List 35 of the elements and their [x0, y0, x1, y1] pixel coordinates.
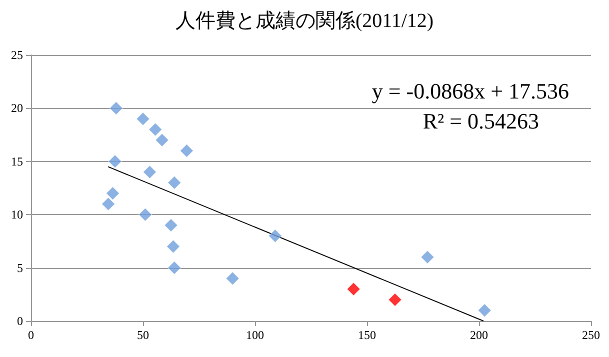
y-tick-label: 0: [17, 314, 23, 328]
point: [148, 122, 162, 136]
x-tick-label: 250: [582, 328, 600, 342]
y-tick-label: 25: [11, 48, 23, 62]
x-tick-label: 200: [470, 328, 488, 342]
chart-title: 人件費と成績の関係(2011/12): [175, 10, 434, 32]
point: [136, 112, 150, 126]
point: [138, 208, 152, 222]
x-tick-label: 150: [358, 328, 376, 342]
point: [109, 101, 123, 115]
x-tick-label: 100: [246, 328, 264, 342]
point: [346, 282, 360, 296]
point: [226, 272, 240, 286]
point: [180, 144, 194, 158]
x-tick-label: 0: [28, 328, 34, 342]
y-tick-label: 15: [11, 154, 23, 168]
point: [108, 154, 122, 168]
point: [164, 218, 178, 232]
annotation: R² = 0.54263: [422, 108, 540, 134]
point: [102, 197, 116, 211]
annotation: y = -0.0868x + 17.536: [372, 78, 569, 104]
point: [166, 240, 180, 254]
y-tick-label: 5: [17, 260, 23, 275]
point: [478, 304, 492, 318]
point: [420, 250, 434, 264]
point: [168, 176, 182, 190]
point: [268, 229, 282, 243]
y-tick-label: 10: [11, 208, 23, 222]
point: [168, 261, 182, 275]
point: [388, 292, 402, 306]
point: [142, 165, 156, 179]
y-tick-label: 20: [11, 101, 23, 116]
point: [106, 186, 120, 200]
point: [155, 133, 169, 147]
x-tick-label: 50: [137, 328, 149, 342]
